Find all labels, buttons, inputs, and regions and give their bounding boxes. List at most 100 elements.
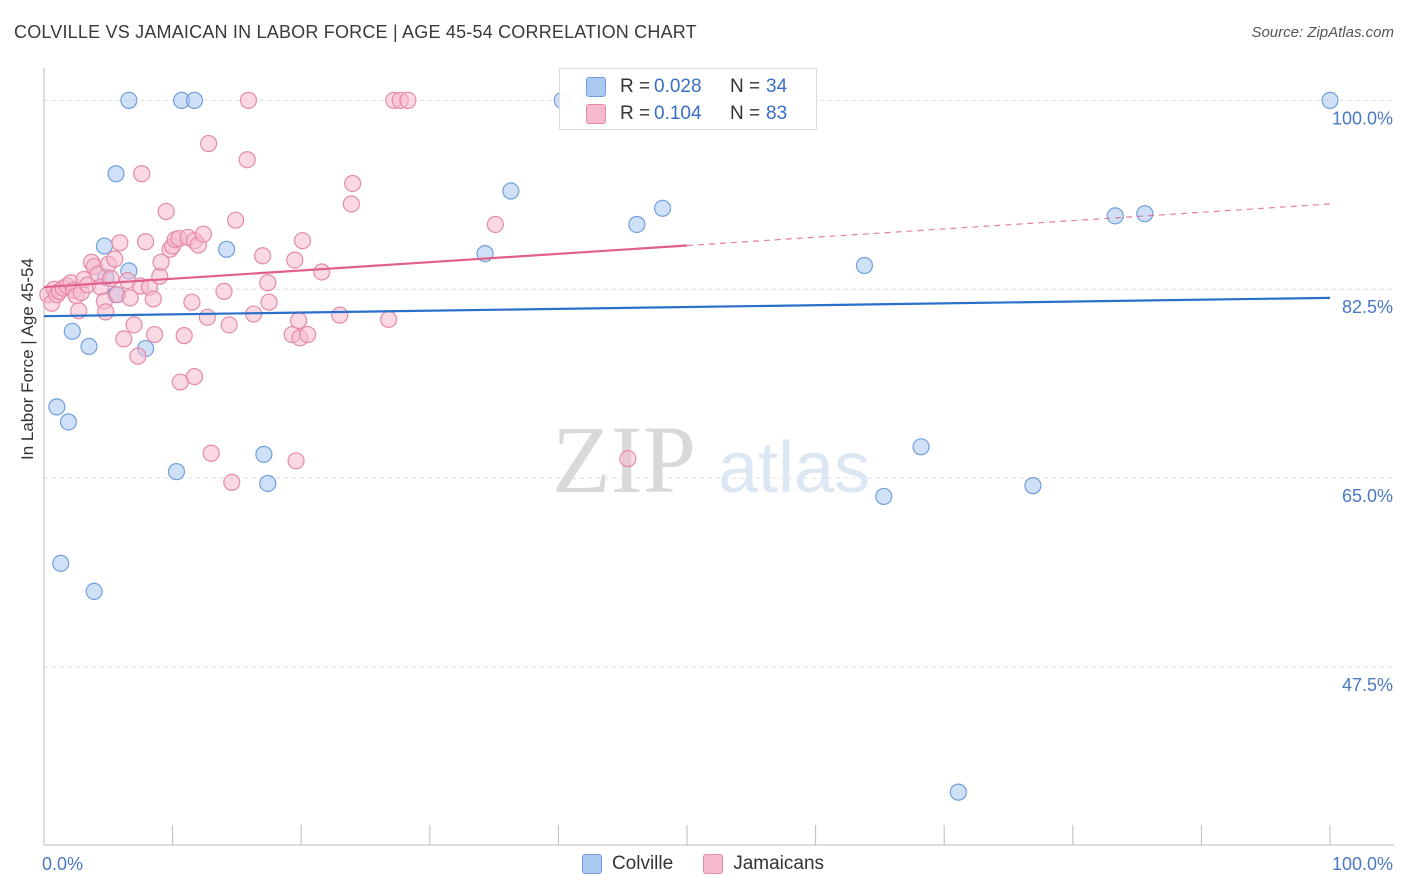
colville-point-6 [95, 237, 114, 255]
colville-point-0 [48, 398, 66, 416]
colville-point-27 [912, 438, 930, 456]
jamaican-point-73 [342, 195, 360, 213]
colville-point-3 [52, 554, 70, 572]
colville-point-9 [107, 165, 125, 183]
chart-title: COLVILLE VS JAMAICAN IN LABOR FORCE | AG… [14, 22, 697, 42]
colville-r-value: 0.028 [654, 76, 702, 97]
jamaican-point-74 [344, 174, 362, 193]
jamaican-point-63 [239, 91, 258, 109]
colville-point-16 [218, 240, 236, 258]
x-tick-label-1: 100.0% [1332, 854, 1393, 874]
jamaican-point-37 [152, 253, 170, 271]
jamaican-point-56 [227, 211, 245, 229]
jamaican-point-79 [486, 215, 504, 234]
colville-point-20 [502, 182, 520, 200]
jamaican-point-57 [223, 473, 241, 491]
jamaican-point-46 [183, 293, 201, 311]
colville-point-4 [80, 337, 98, 356]
colville-point-2 [63, 322, 81, 340]
jamaican-point-19 [97, 303, 115, 321]
jamaican-point-48 [185, 368, 204, 386]
jamaican-point-27 [121, 289, 139, 307]
jamaican-swatch [586, 104, 606, 124]
colville-point-25 [855, 256, 874, 275]
jamaican-point-55 [220, 316, 238, 334]
legend-item-colville[interactable]: Colville [581, 853, 674, 875]
tick-labels-layer: 47.5% 65.0% 82.5% 100.0% 0.0% 100.0% [42, 108, 1393, 874]
legend-label-colville: Colville [611, 853, 674, 874]
grid-layer [44, 99, 1394, 668]
jamaican-point-52 [200, 134, 218, 153]
colville-n-label: N = [730, 76, 761, 97]
jamaican-point-69 [293, 232, 312, 250]
jamaican-point-62 [260, 293, 278, 311]
jamaican-n-value: 83 [766, 103, 788, 124]
jamaican-point-24 [111, 234, 129, 252]
jamaican-point-44 [175, 327, 193, 345]
colville-point-28 [1024, 477, 1042, 495]
y-tick-label-1: 65.0% [1342, 486, 1393, 506]
colville-point-17 [255, 445, 273, 463]
jamaican-point-80 [619, 450, 637, 468]
y-tick-label-3: 100.0% [1332, 108, 1393, 128]
jamaican-point-32 [136, 233, 155, 251]
y-axis-label: In Labor Force | Age 45-54 [18, 258, 37, 460]
points-layer [39, 91, 1339, 801]
colville-point-5 [85, 582, 103, 600]
x-tick-label-0: 0.0% [42, 854, 83, 874]
jamaican-point-75 [380, 310, 398, 329]
axis-layer [43, 68, 1394, 846]
jamaican-point-29 [129, 347, 147, 365]
legend-swatch-jamaicans [703, 854, 724, 874]
trend-layer [43, 203, 1331, 318]
y-tick-label-0: 47.5% [1342, 675, 1393, 695]
jamaican-point-65 [286, 251, 304, 269]
colville-point-11 [120, 91, 138, 109]
colville-point-32 [1321, 91, 1339, 109]
jamaican-point-25 [115, 330, 133, 348]
colville-point-30 [1106, 207, 1124, 225]
colville-n-value: 34 [766, 76, 788, 97]
colville-point-18 [259, 474, 277, 493]
jamaican-point-58 [238, 151, 256, 169]
legend-swatch-colville [581, 854, 602, 874]
jamaican-point-28 [125, 316, 143, 334]
jamaican-trend-line-dashed [686, 203, 1331, 247]
stats-legend: R = 0.028 N = 34 R = 0.104 N = 83 [559, 68, 817, 130]
jamaican-point-61 [259, 274, 277, 292]
jamaican-point-67 [290, 311, 308, 330]
source-credit: Source: ZipAtlas.com [1251, 24, 1394, 41]
colville-trend-line [43, 296, 1331, 318]
jamaican-point-54 [202, 444, 220, 462]
jamaican-n-label: N = [730, 103, 761, 124]
jamaican-point-66 [287, 452, 305, 470]
jamaican-point-78 [399, 91, 417, 109]
y-tick-label-2: 82.5% [1342, 297, 1393, 317]
colville-point-24 [653, 199, 672, 217]
jamaican-point-22 [106, 250, 124, 268]
jamaican-trend-line [43, 244, 688, 289]
legend-label-jamaicans: Jamaicans [733, 853, 825, 874]
legend-item-jamaicans[interactable]: Jamaicans [703, 853, 824, 875]
jamaican-point-60 [254, 247, 272, 265]
jamaican-r-label: R = [620, 103, 651, 124]
jamaican-point-53 [215, 282, 233, 300]
jamaican-point-31 [133, 165, 151, 183]
jamaican-point-70 [299, 325, 317, 344]
jamaican-point-71 [313, 263, 331, 281]
watermark-atlas: atlas [718, 428, 870, 508]
colville-point-26 [875, 487, 893, 506]
jamaican-point-35 [145, 325, 164, 344]
jamaican-point-38 [157, 202, 175, 221]
jamaican-point-34 [144, 290, 162, 308]
bottom-legend: Colville Jamaicans [0, 850, 1406, 878]
colville-point-29 [949, 783, 967, 801]
colville-point-13 [167, 463, 186, 481]
colville-point-15 [185, 91, 204, 109]
colville-point-23 [628, 215, 646, 234]
jamaican-point-51 [198, 308, 216, 326]
colville-swatch [586, 77, 606, 97]
colville-point-31 [1136, 205, 1154, 223]
colville-r-label: R = [620, 76, 651, 97]
